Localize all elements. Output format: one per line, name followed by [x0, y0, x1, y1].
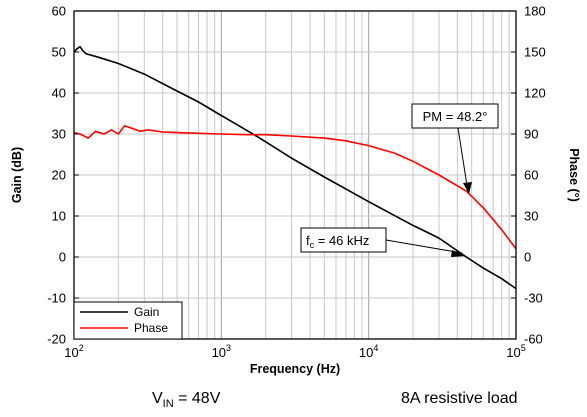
- series-line-gain: [73, 45, 517, 290]
- y2-tick-label: 150: [524, 45, 546, 60]
- y2-axis-title: Phase (°): [567, 148, 581, 202]
- crossover-label: fc = 46 kHz: [306, 233, 369, 250]
- y2-tick-label: 120: [524, 86, 546, 101]
- y-tick-label: 0: [59, 250, 66, 265]
- y-tick-label: 60: [52, 4, 66, 19]
- crossover-label-prefix: f: [306, 233, 310, 248]
- input-voltage-value: = 48V: [173, 390, 221, 407]
- y2-tick-label: 60: [524, 168, 538, 183]
- crossover-leader: [385, 239, 463, 254]
- crossover-box: [300, 227, 387, 253]
- x-axis-title: Frequency (Hz): [250, 362, 340, 376]
- y-tick-label: -20: [47, 332, 66, 347]
- input-voltage-base: V: [152, 390, 163, 407]
- crossover-annotation: fc = 46 kHz: [300, 227, 466, 257]
- grid-lines: [74, 11, 516, 339]
- series-line-phase: [73, 125, 517, 250]
- y2-tick-label: 0: [524, 250, 531, 265]
- input-voltage-caption: VIN = 48V: [152, 390, 220, 410]
- y2-tick-label: 180: [524, 4, 546, 19]
- legend-box: [73, 301, 183, 340]
- phase-margin-box: [411, 103, 499, 129]
- crossover-label-subscript: c: [310, 240, 315, 250]
- y-tick-label: -10: [47, 291, 66, 306]
- crossover-label-suffix: = 46 kHz: [314, 233, 369, 248]
- legend: Gain Phase: [73, 301, 183, 340]
- x-tick-label: 104: [359, 343, 378, 360]
- y2-tick-label: 90: [524, 127, 538, 142]
- x-tick-label: 102: [64, 343, 83, 360]
- y2-tick-label: 30: [524, 209, 538, 224]
- y-tick-label: 40: [52, 86, 66, 101]
- x-tick-label: 103: [212, 343, 231, 360]
- input-voltage-subscript: IN: [162, 398, 174, 411]
- crossover-arrowhead: [451, 250, 466, 257]
- legend-gain-label: Gain: [134, 305, 159, 319]
- legend-phase-label: Phase: [134, 321, 168, 335]
- load-caption: 8A resistive load: [401, 390, 518, 407]
- y-tick-label: 50: [52, 45, 66, 60]
- phase-margin-arrowhead: [463, 182, 472, 194]
- y2-tick-label: -30: [524, 291, 543, 306]
- y-tick-label: 30: [52, 127, 66, 142]
- axis-ticks: 60 50 40 30 20 10 0 -10 -20 180 150 120 90 60 30 0 -30 -6…: [47, 4, 546, 361]
- phase-margin-annotation: PM = 48.2°: [411, 103, 499, 194]
- y2-tick-label: -60: [524, 332, 543, 347]
- phase-margin-leader: [457, 127, 469, 193]
- x-tick-label: 105: [506, 343, 525, 360]
- y-tick-label: 20: [52, 168, 66, 183]
- plot-series: [73, 45, 517, 290]
- y-axis-title: Gain (dB): [10, 147, 24, 203]
- phase-margin-label: PM = 48.2°: [423, 109, 488, 124]
- y-tick-label: 10: [52, 209, 66, 224]
